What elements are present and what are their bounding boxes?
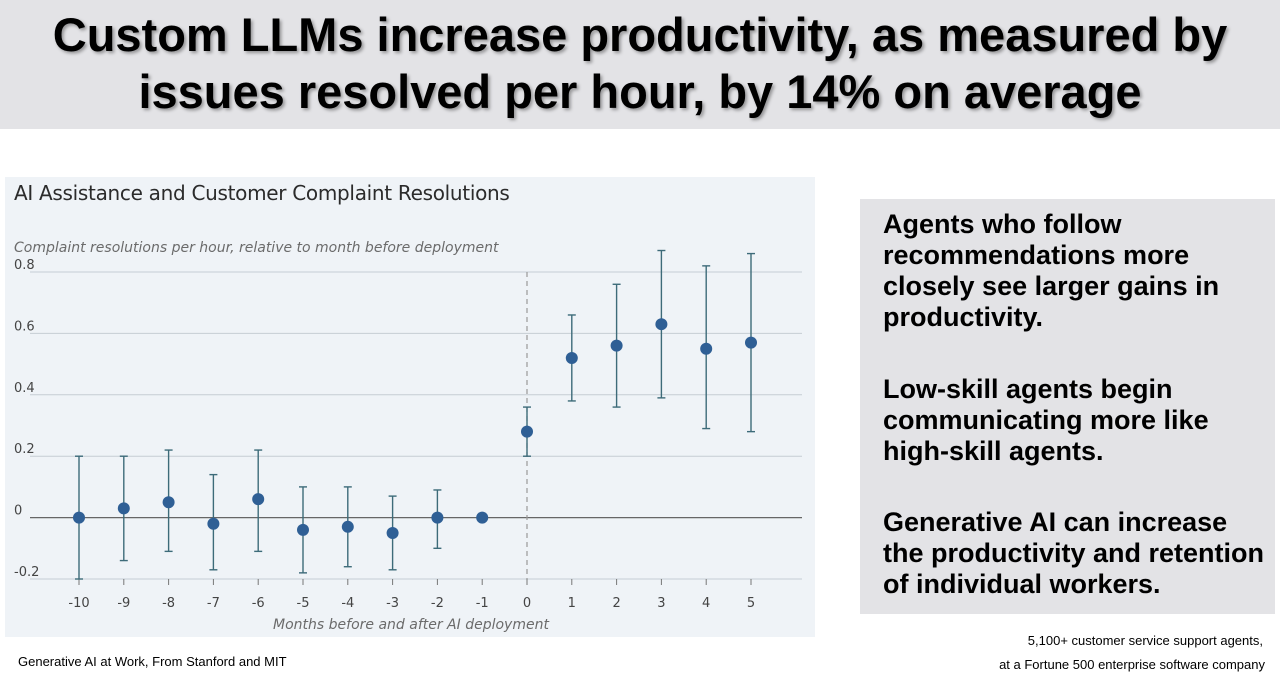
data-point [431,511,444,524]
data-point [252,493,265,506]
source-caption: Generative AI at Work, From Stanford and… [18,654,287,669]
data-point [610,339,623,352]
x-tick-label: -9 [117,596,130,611]
data-point [521,425,533,438]
x-tick-label: 3 [657,596,665,611]
data-point [655,318,668,331]
data-point [73,511,85,524]
data-point [565,351,578,364]
key-point-1: Agents who follow recommendations more c… [883,209,1220,332]
chart-panel: AI Assistance and Customer Complaint Res… [5,177,815,637]
x-tick-label: -1 [476,596,489,611]
data-point [476,511,489,524]
x-tick-label: 4 [702,596,710,611]
x-tick-label: -8 [162,596,175,611]
x-tick-label: -10 [68,596,89,611]
y-tick-label: 0 [14,504,22,519]
headline-line-2: issues resolved per hour, by 14% on aver… [138,65,1142,118]
data-point [162,496,175,509]
sample-note-line-1: 5,100+ customer service support agents, [1027,633,1263,648]
x-axis-label: Months before and after AI deployment [273,617,549,633]
headline: Custom LLMs increase productivity, as me… [0,6,1280,120]
x-tick-label: -2 [431,596,444,611]
y-tick-label: 0.4 [14,381,35,396]
chart-title: AI Assistance and Customer Complaint Res… [14,181,510,205]
data-point [117,502,130,515]
x-tick-label: 2 [612,596,620,611]
x-tick-label: 5 [747,596,755,611]
data-point [745,336,757,349]
key-points-box: Agents who follow recommendations more c… [860,199,1275,614]
x-tick-label: -4 [341,596,354,611]
chart-subtitle: Complaint resolutions per hour, relative… [14,240,499,256]
key-point-3: Generative AI can increase the productiv… [883,507,1265,599]
y-tick-label: 0.2 [14,442,35,457]
y-tick-label: -0.2 [14,565,39,580]
data-point [341,520,354,533]
data-point [386,526,399,539]
data-point [297,523,309,536]
chart-plot: Complaint resolutions per hour, relative… [14,240,802,633]
y-tick-label: 0.6 [14,319,35,334]
x-tick-label: -5 [297,596,310,611]
data-point [700,342,713,355]
y-tick-label: 0.8 [14,258,35,273]
x-tick-label: -3 [386,596,399,611]
title-band: Custom LLMs increase productivity, as me… [0,0,1280,129]
x-tick-label: 0 [523,596,531,611]
sample-note-line-2: at a Fortune 500 enterprise software com… [999,657,1265,672]
key-point-2: Low-skill agents begin communicating mor… [883,374,1209,466]
x-tick-label: 1 [568,596,576,611]
headline-line-1: Custom LLMs increase productivity, as me… [52,8,1228,61]
data-point [207,517,220,530]
x-tick-label: -7 [207,596,220,611]
x-tick-label: -6 [252,596,265,611]
